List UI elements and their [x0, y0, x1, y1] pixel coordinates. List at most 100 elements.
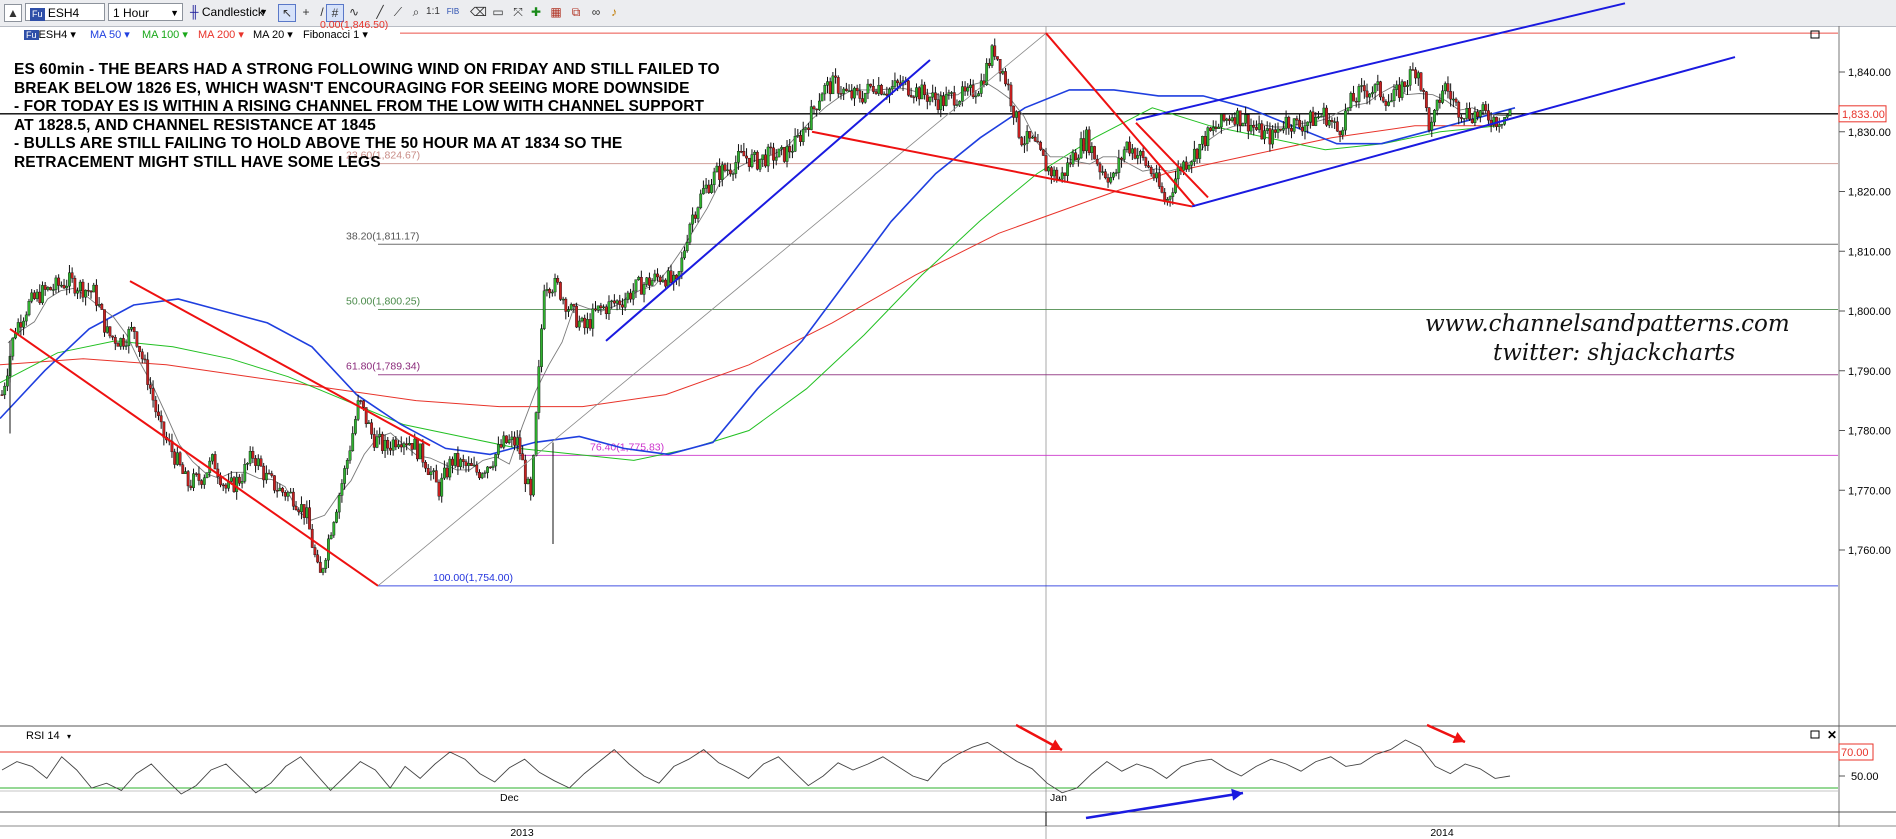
rsi-label[interactable]: RSI 14 [26, 730, 60, 742]
candle-body [615, 300, 619, 304]
grid-icon[interactable]: # [326, 4, 344, 22]
candle-body [1060, 172, 1064, 180]
candle-body [108, 326, 112, 337]
candle-body [480, 473, 484, 479]
candle-body [1344, 110, 1347, 131]
candle-body [1414, 69, 1417, 79]
fib-icon[interactable]: FIB [446, 7, 460, 16]
legend-ma200[interactable]: MA 200 ▾ [198, 29, 244, 41]
candle-body [1093, 146, 1096, 160]
alert-icon[interactable]: ✚ [530, 5, 542, 19]
up-arrow-icon[interactable]: ▲ [4, 4, 22, 22]
chevron-down-icon[interactable]: ▾ [67, 732, 71, 741]
chart-style-select[interactable]: ╫ Candlestick ▼ [186, 3, 271, 21]
candle-body [1397, 84, 1401, 98]
candle-body [1047, 167, 1051, 172]
candle-body [996, 56, 999, 60]
draw-line-icon[interactable]: / [320, 5, 324, 19]
candle-body [1327, 120, 1331, 126]
candle-body [594, 308, 597, 311]
candle-body [1322, 107, 1326, 117]
candle-body [1308, 111, 1312, 123]
fib-level-label: 38.20(1,811.17) [346, 230, 419, 242]
candle-body [817, 100, 821, 110]
candle-body [1020, 137, 1024, 146]
candle-body [1403, 81, 1407, 87]
candle-body [248, 451, 252, 464]
candle-body [254, 458, 257, 466]
candle-body [804, 127, 808, 130]
one-to-one-icon[interactable]: 1:1 [426, 6, 440, 17]
legend-symbol[interactable]: Fu ESH4 ▾ [24, 29, 76, 41]
zoom-icon[interactable]: ⌕ [412, 5, 420, 19]
candle-body [1039, 141, 1043, 150]
candle-body [1184, 161, 1188, 170]
calendar-icon[interactable]: ▦ [550, 5, 562, 19]
candle-body [3, 385, 7, 396]
candle-body [410, 443, 414, 450]
candle-body [772, 147, 775, 161]
link-icon[interactable]: ∞ [591, 5, 601, 19]
candle-body [809, 106, 813, 130]
symbol-field[interactable]: Fu ESH4 [25, 3, 105, 21]
candle-body [432, 470, 436, 473]
candle-body [1187, 165, 1191, 170]
ruler-icon[interactable]: ▭ [492, 5, 504, 19]
candle-body [1203, 136, 1207, 147]
candle-body [850, 90, 854, 99]
wave-icon[interactable]: ∿ [348, 5, 360, 19]
candle-body [915, 87, 918, 98]
rsi-arrow-blue-head [1231, 788, 1243, 801]
close-icon[interactable]: ✕ [1827, 728, 1837, 742]
candle-body [121, 338, 125, 347]
maximize-icon[interactable] [1810, 730, 1820, 739]
watermark-website: www.channelsandpatterns.com [1425, 311, 1790, 337]
cursor-icon[interactable]: ↖ [278, 4, 296, 22]
candle-body [661, 279, 665, 282]
legend-ma50[interactable]: MA 50 ▾ [90, 29, 130, 41]
legend-ma100[interactable]: MA 100 ▾ [142, 29, 188, 41]
candle-body [1473, 111, 1477, 123]
candle-body [548, 289, 552, 294]
text-tool-icon[interactable]: ⤧ [513, 5, 523, 19]
candle-body [89, 290, 93, 293]
candle-body [359, 400, 363, 402]
candle-body [782, 147, 786, 162]
candle-body [65, 285, 69, 289]
draw-line-icon-2[interactable]: ╱ [376, 5, 384, 19]
eraser-icon[interactable]: ⌫ [470, 5, 487, 19]
candle-body [947, 92, 951, 95]
candle-body [950, 92, 953, 94]
candle-body [68, 272, 71, 287]
candle-body [834, 75, 837, 78]
maximize-icon[interactable] [1810, 30, 1820, 39]
legend-ma20[interactable]: MA 20 ▾ [253, 29, 293, 41]
candle-body [1052, 169, 1056, 177]
y-tick-label: 1,780.00 [1848, 426, 1891, 438]
trendline-red [811, 130, 1193, 208]
candle-body [896, 80, 900, 84]
candle-body [1012, 105, 1016, 118]
copy-icon[interactable]: ⧉ [571, 5, 581, 19]
bell-icon[interactable]: ♪ [611, 5, 617, 19]
candle-body [502, 435, 506, 448]
candle-body [1238, 110, 1242, 127]
interval-select[interactable]: 1 Hour ▼ [108, 3, 183, 21]
candle-body [583, 317, 587, 329]
candle-body [159, 415, 163, 423]
candle-body [788, 146, 792, 153]
candle-body [1435, 99, 1439, 111]
candle-body [22, 320, 25, 328]
candle-body [391, 439, 395, 451]
candle-body [1195, 148, 1199, 159]
candle-body [1095, 158, 1099, 165]
candle-body [1087, 129, 1091, 153]
crosshair-icon[interactable]: + [302, 5, 310, 19]
candle-body [1319, 116, 1323, 118]
candle-body [631, 290, 635, 300]
legend-fibonacci[interactable]: Fibonacci 1 ▾ [303, 29, 368, 41]
candle-body [569, 304, 573, 310]
candle-body [529, 478, 533, 496]
draw-line-icon-3[interactable]: ⟋ [393, 5, 403, 19]
